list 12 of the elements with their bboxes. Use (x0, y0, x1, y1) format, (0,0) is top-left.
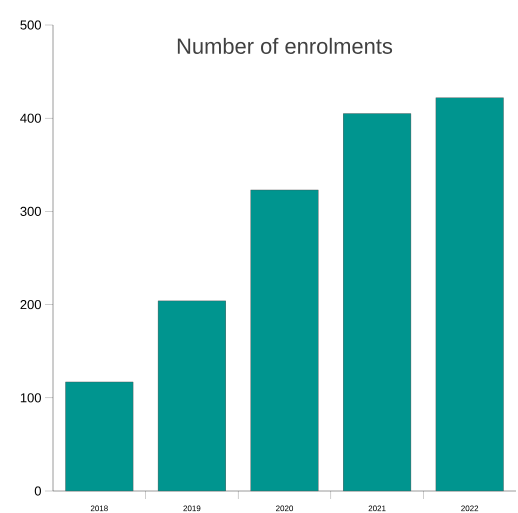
y-tick-label: 100 (20, 393, 41, 402)
bar (436, 97, 504, 492)
y-tick-label: 200 (20, 300, 41, 310)
y-tick-label: 0 (34, 486, 41, 496)
bar (343, 113, 412, 492)
bar (250, 190, 318, 492)
y-tick-label: 400 (20, 114, 41, 123)
bar (158, 300, 226, 492)
bar (65, 382, 134, 492)
chart-title: Number of enrolments (178, 38, 392, 54)
y-tick-label: 500 (20, 20, 41, 30)
y-tick-label: 300 (20, 206, 41, 216)
